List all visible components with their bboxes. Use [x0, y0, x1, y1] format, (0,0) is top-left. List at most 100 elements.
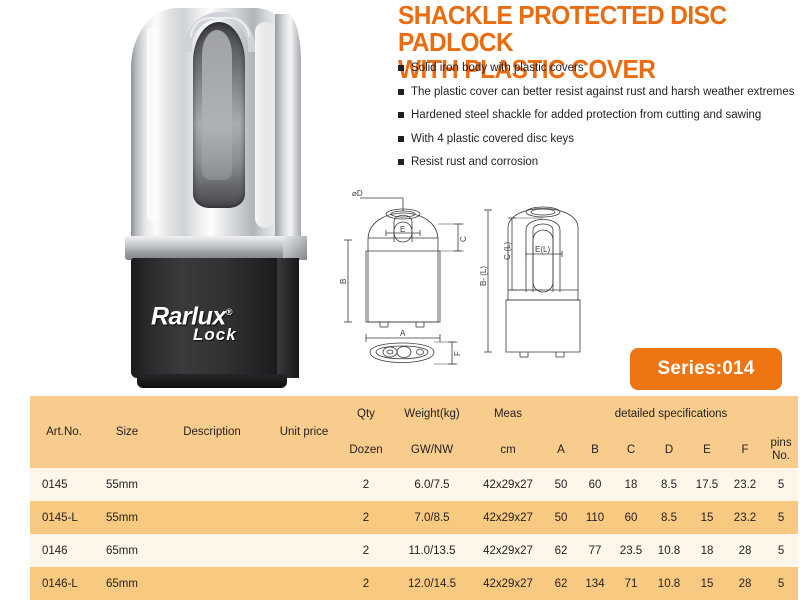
feature-text: The plastic cover can better resist agai…	[411, 85, 795, 98]
table-header-row: Art.No. Size Description Unit price Qty …	[30, 396, 799, 468]
shackle-recess	[193, 22, 245, 208]
plastic-cover-body	[131, 258, 299, 378]
header-art-no: Art.No.	[30, 396, 98, 468]
cell-description	[156, 567, 268, 600]
cell-a: 50	[544, 468, 578, 501]
feature-text: With 4 plastic covered disc keys	[411, 132, 574, 145]
cell-unit-price	[268, 567, 340, 600]
list-item: With 4 plastic covered disc keys	[398, 133, 806, 146]
header-unit-price: Unit price	[268, 396, 340, 468]
square-bullet-icon	[398, 159, 404, 165]
cell-a: 62	[544, 534, 578, 567]
cell-weight: 7.0/8.5	[392, 501, 472, 534]
list-item: Resist rust and corrosion	[398, 156, 806, 169]
square-bullet-icon	[398, 65, 404, 71]
cell-weight: 12.0/14.5	[392, 567, 472, 600]
cell-pins: 5	[764, 501, 799, 534]
cell-c: 18	[612, 468, 650, 501]
registered-mark-icon: ®	[225, 307, 233, 317]
cell-unit-price	[268, 501, 340, 534]
label-c-long: C-(L)	[503, 241, 512, 260]
padlock-image: Rarlux® Lock	[123, 8, 307, 388]
cell-qty: 2	[340, 501, 392, 534]
cell-d: 8.5	[650, 468, 688, 501]
header-meas-line1: Meas	[472, 396, 544, 432]
header-meas-line2: cm	[472, 432, 544, 468]
highlight-left	[147, 26, 161, 222]
header-c: C	[612, 432, 650, 468]
square-bullet-icon	[398, 112, 404, 118]
feature-text: Resist rust and corrosion	[411, 156, 539, 168]
drawing-svg: ⌀D E C B A F B- (L) C-(L) E(L)	[339, 189, 581, 365]
cell-description	[156, 534, 268, 567]
cell-art-no: 0145-L	[30, 501, 98, 534]
table-row[interactable]: 0146 65mm 2 11.0/13.5 42x29x27 62 77 23.…	[30, 534, 799, 567]
chrome-collar	[125, 236, 307, 260]
header-d: D	[650, 432, 688, 468]
specifications-table: Art.No. Size Description Unit price Qty …	[30, 396, 799, 600]
cell-size: 55mm	[98, 468, 156, 501]
header-f: F	[726, 432, 764, 468]
cell-b: 77	[578, 534, 612, 567]
cell-b: 134	[578, 567, 612, 600]
label-e-long: E(L)	[535, 245, 550, 254]
cell-e: 15	[688, 567, 726, 600]
series-badge: Series:014	[630, 348, 782, 390]
cell-pins: 5	[764, 468, 799, 501]
cell-f: 23.2	[726, 468, 764, 501]
header-e: E	[688, 432, 726, 468]
cell-b: 110	[578, 501, 612, 534]
header-weight-line1: Weight(kg)	[392, 396, 472, 432]
table-row[interactable]: 0146-L 65mm 2 12.0/14.5 42x29x27 62 134 …	[30, 567, 799, 600]
square-bullet-icon	[398, 135, 404, 142]
table-row[interactable]: 0145 55mm 2 6.0/7.5 42x29x27 50 60 18 8.…	[30, 468, 799, 501]
feature-text: Solid iron body with plastic covers	[411, 62, 584, 74]
header-detailed-specifications: detailed specifications	[544, 396, 799, 432]
header-a: A	[544, 432, 578, 468]
header-size: Size	[98, 396, 156, 468]
cell-e: 18	[688, 534, 726, 567]
list-item: Hardened steel shackle for added protect…	[398, 109, 806, 122]
square-bullet-icon	[398, 88, 404, 95]
catalog-page: Rarlux® Lock SHACKLE PROTECTED DISC PADL…	[30, 2, 810, 600]
page-title: SHACKLE PROTECTED DISC PADLOCK WITH PLAS…	[398, 2, 810, 83]
cell-art-no: 0146-L	[30, 567, 98, 600]
cell-e: 17.5	[688, 468, 726, 501]
title-line-1: SHACKLE PROTECTED DISC PADLOCK	[398, 0, 727, 57]
cell-c: 60	[612, 501, 650, 534]
title-line-2: WITH PLASTIC COVER	[398, 54, 656, 84]
cell-size: 65mm	[98, 534, 156, 567]
cell-pins: 5	[764, 567, 799, 600]
header-qty-line2: Dozen	[340, 432, 392, 468]
cell-qty: 2	[340, 534, 392, 567]
list-item: Solid iron body with plastic covers	[398, 62, 806, 75]
table-row[interactable]: 0145-L 55mm 2 7.0/8.5 42x29x27 50 110 60…	[30, 501, 799, 534]
cell-c: 71	[612, 567, 650, 600]
cell-a: 50	[544, 501, 578, 534]
shackle-icon	[185, 12, 255, 52]
label-a: A	[400, 329, 406, 338]
cell-meas: 42x29x27	[472, 534, 544, 567]
label-c: C	[459, 236, 468, 242]
cell-description	[156, 501, 268, 534]
brand-logo: Rarlux® Lock	[151, 300, 281, 360]
cell-weight: 11.0/13.5	[392, 534, 472, 567]
brand-subtext: Lock	[193, 325, 237, 345]
cell-description	[156, 468, 268, 501]
brand-name: Rarlux	[151, 302, 226, 331]
cell-c: 23.5	[612, 534, 650, 567]
cell-art-no: 0145	[30, 468, 98, 501]
feature-list: Solid iron body with plastic covers The …	[398, 62, 806, 180]
cell-unit-price	[268, 468, 340, 501]
highlight-mid	[255, 22, 275, 228]
header-pins-no: pins No.	[764, 432, 799, 468]
cell-d: 10.8	[650, 567, 688, 600]
cell-weight: 6.0/7.5	[392, 468, 472, 501]
feature-text: Hardened steel shackle for added protect…	[411, 109, 762, 121]
label-diameter-d: ⌀D	[352, 189, 363, 198]
header-description: Description	[156, 396, 268, 468]
cell-meas: 42x29x27	[472, 567, 544, 600]
cell-qty: 2	[340, 567, 392, 600]
cell-f: 28	[726, 534, 764, 567]
technical-drawings: ⌀D E C B A F B- (L) C-(L) E(L)	[330, 180, 630, 380]
